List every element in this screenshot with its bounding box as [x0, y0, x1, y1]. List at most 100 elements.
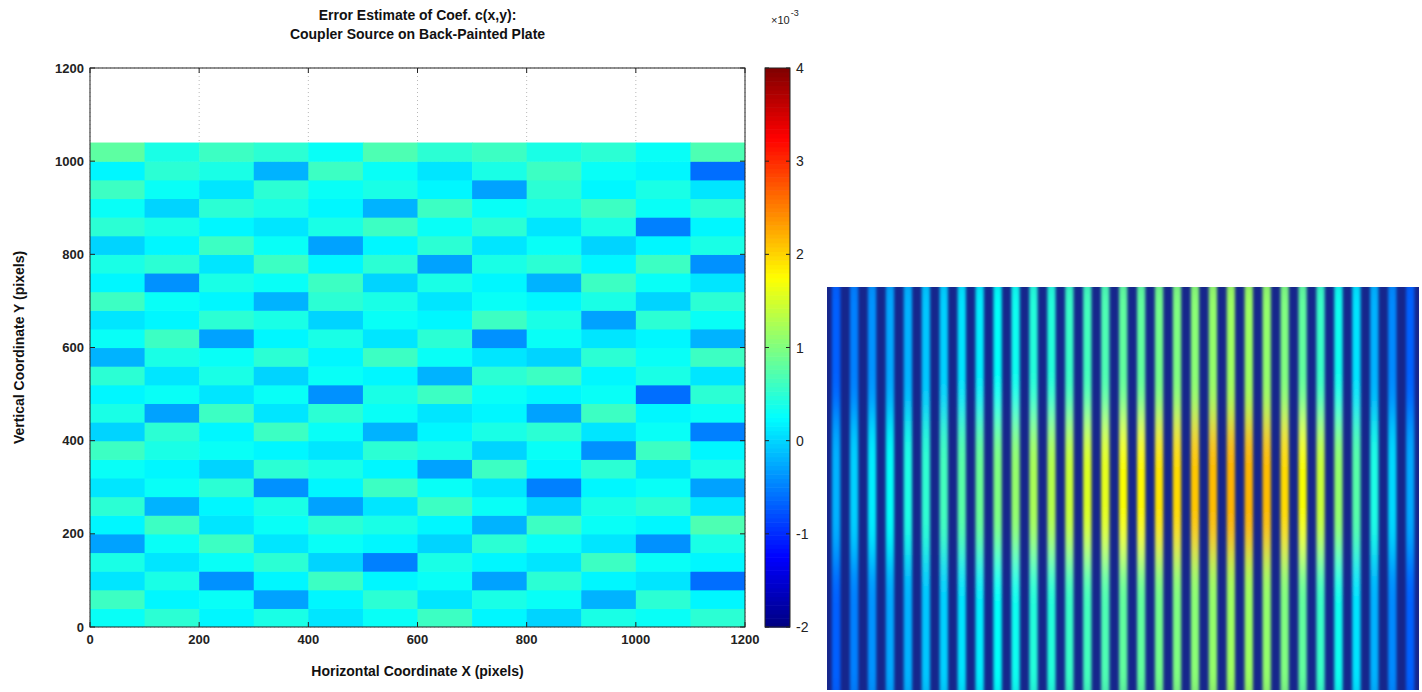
- heatmap-cell: [363, 236, 418, 255]
- colorbar-swatch: [765, 164, 790, 169]
- fringe-cell: [1263, 556, 1271, 690]
- colorbar-swatch: [765, 369, 790, 374]
- heatmap-cell: [418, 441, 473, 460]
- y-tick-label: 200: [62, 526, 84, 541]
- fringe-cell: [1101, 421, 1109, 555]
- heatmap-cell: [145, 143, 200, 162]
- heatmap-cell: [581, 292, 636, 311]
- colorbar: -2-101234×10-3: [765, 8, 809, 635]
- fringe-cell: [1334, 287, 1342, 421]
- fringe-cell: [1406, 421, 1414, 555]
- heatmap-cell: [527, 217, 582, 236]
- heatmap-cell: [581, 143, 636, 162]
- colorbar-swatch: [765, 147, 790, 152]
- colorbar-swatch: [765, 85, 790, 90]
- colorbar-swatch: [765, 435, 790, 440]
- colorbar-swatch: [765, 513, 790, 518]
- colorbar-swatch: [765, 256, 790, 261]
- heatmap-cell: [581, 273, 636, 292]
- fringe-cell: [1155, 287, 1163, 421]
- heatmap-cell: [199, 292, 254, 311]
- fringe-cell: [1334, 421, 1342, 555]
- fringe-cell: [1047, 287, 1055, 421]
- heatmap-cell: [308, 385, 363, 404]
- heatmap-cell: [363, 198, 418, 217]
- heatmap-cell: [254, 161, 309, 180]
- heatmap-cell: [363, 348, 418, 367]
- heatmap-cell: [254, 310, 309, 329]
- fringe-cell: [1298, 556, 1306, 690]
- colorbar-swatch: [765, 134, 790, 139]
- colorbar-swatch: [765, 409, 790, 414]
- colorbar-swatch: [765, 112, 790, 117]
- fringe-cell: [904, 287, 912, 421]
- heatmap-cell: [581, 534, 636, 553]
- heatmap-cell: [472, 198, 527, 217]
- heatmap-cell: [418, 552, 473, 571]
- tick: [526, 68, 527, 73]
- heatmap-cell: [363, 534, 418, 553]
- figure: 0200400600800100012000200400600800100012…: [0, 0, 1422, 692]
- heatmap-cell: [90, 310, 145, 329]
- heatmap-cell: [254, 571, 309, 590]
- fringe-cell: [1083, 287, 1091, 421]
- heatmap-cell: [90, 366, 145, 385]
- heatmap-cell: [145, 292, 200, 311]
- heatmap-cell: [472, 143, 527, 162]
- colorbar-swatch: [765, 553, 790, 558]
- heatmap-cell: [472, 515, 527, 534]
- x-tick-label: 1200: [731, 632, 760, 647]
- heatmap-cell: [581, 161, 636, 180]
- heatmap-cell: [199, 608, 254, 627]
- fringe-cell: [1370, 421, 1378, 555]
- fringe-cell: [1370, 556, 1378, 690]
- fringe-cell: [1101, 556, 1109, 690]
- colorbar-swatch: [765, 339, 790, 344]
- heatmap-cell: [254, 608, 309, 627]
- tick: [526, 622, 527, 627]
- heatmap-cell: [527, 329, 582, 348]
- heatmap-cell: [527, 180, 582, 199]
- heatmap-cell: [690, 385, 745, 404]
- fringes: [832, 287, 1414, 690]
- heatmap-cell: [690, 329, 745, 348]
- heatmap-cell: [145, 590, 200, 609]
- heatmap-cell: [90, 534, 145, 553]
- heatmap-cell: [690, 236, 745, 255]
- heatmap-cell: [254, 534, 309, 553]
- colorbar-swatch: [765, 579, 790, 584]
- fringe-cell: [940, 556, 948, 690]
- heatmap-cell: [527, 571, 582, 590]
- heatmap-cell: [527, 366, 582, 385]
- fringe-cell: [1209, 287, 1217, 421]
- fringe-cell: [1316, 287, 1324, 421]
- heatmap-cell: [145, 236, 200, 255]
- heatmap-cell: [199, 459, 254, 478]
- heatmap-cell: [690, 422, 745, 441]
- heatmap-cell: [581, 217, 636, 236]
- heatmap-cell: [145, 366, 200, 385]
- heatmap-cell: [527, 552, 582, 571]
- colorbar-swatch: [765, 496, 790, 501]
- heatmap-cell: [90, 273, 145, 292]
- heatmap-cell: [254, 590, 309, 609]
- heatmap-cell: [90, 292, 145, 311]
- colorbar-swatch: [765, 352, 790, 357]
- y-tick-label: 600: [62, 340, 84, 355]
- colorbar-swatch: [765, 396, 790, 401]
- colorbar-swatch: [765, 535, 790, 540]
- heatmap-cell: [690, 198, 745, 217]
- colorbar-swatch: [765, 548, 790, 553]
- colorbar-swatch: [765, 426, 790, 431]
- heatmap-cell: [145, 478, 200, 497]
- heatmap-cell: [145, 403, 200, 422]
- tick: [90, 622, 91, 627]
- fringe-cell: [1137, 556, 1145, 690]
- heatmap-cell: [527, 515, 582, 534]
- fringe-cell: [1155, 421, 1163, 555]
- colorbar-tick-label: 2: [796, 246, 804, 262]
- heatmap-cell: [636, 571, 691, 590]
- colorbar-multiplier: ×10: [771, 14, 790, 26]
- heatmap-cell: [363, 329, 418, 348]
- title: Error Estimate of Coef. c(x,y):: [319, 7, 517, 23]
